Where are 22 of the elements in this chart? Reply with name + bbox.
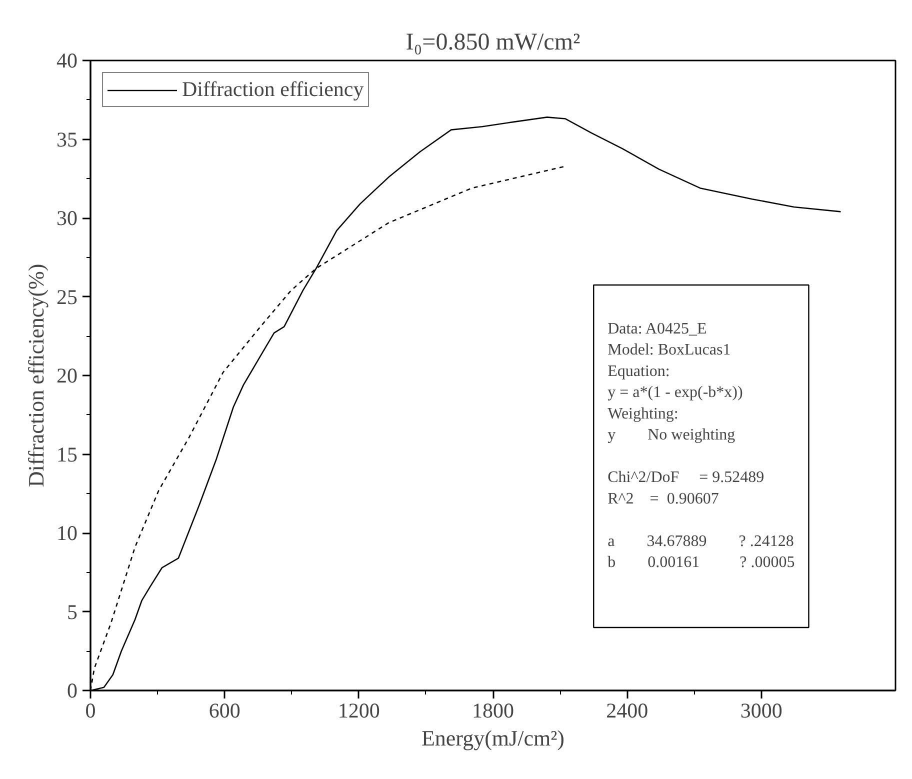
y-tick-label: 35 bbox=[56, 127, 78, 152]
y-tick-label: 20 bbox=[56, 364, 78, 388]
annotation: Chi^2/DoF = 9.52489 R^2 = 0.90607 bbox=[608, 469, 764, 508]
x-tick-label: 3000 bbox=[740, 698, 782, 722]
y-tick-label: 0 bbox=[67, 678, 78, 702]
y-axis-title: Diffraction efficiency(%) bbox=[24, 264, 48, 488]
y-tick-label: 10 bbox=[56, 521, 78, 545]
x-tick-label: 2400 bbox=[606, 698, 648, 722]
y-tick-label: 5 bbox=[67, 600, 78, 624]
legend-label: Diffraction efficiency bbox=[182, 77, 364, 102]
x-axis-title: Energy(mJ/cm²) bbox=[421, 726, 565, 750]
x-tick-label: 1800 bbox=[472, 698, 514, 722]
y-tick-label: 15 bbox=[56, 442, 78, 466]
y-tick-label: 30 bbox=[56, 206, 78, 230]
chart-title: I₀=0.850 mW/cm² bbox=[406, 30, 580, 56]
x-tick-label: 0 bbox=[85, 698, 96, 722]
y-tick-label: 40 bbox=[56, 48, 78, 72]
x-tick-label: 1200 bbox=[338, 698, 380, 722]
y-tick-label: 25 bbox=[56, 284, 78, 309]
annotation: a 34.67889 ? .24128 b 0.00161 ? .00005 bbox=[608, 532, 795, 571]
annotation: Data: A0425_E Model: BoxLucas1 Equation: y = a*(1 - exp(-b*x)) Weighting: y No weighting bbox=[608, 320, 743, 444]
x-tick-label: 600 bbox=[208, 698, 240, 722]
